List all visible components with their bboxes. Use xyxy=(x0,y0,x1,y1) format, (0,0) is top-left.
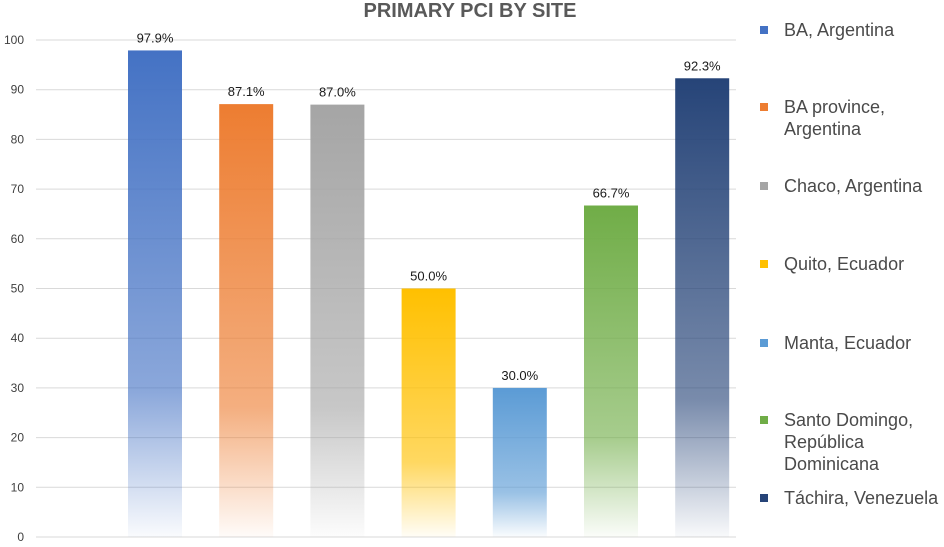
y-tick-label: 0 xyxy=(17,530,24,544)
y-tick-label: 20 xyxy=(11,431,25,445)
bar xyxy=(584,205,638,537)
y-tick-label: 30 xyxy=(11,381,25,395)
data-label: 66.7% xyxy=(593,186,630,201)
legend-swatch xyxy=(760,26,768,34)
bar xyxy=(401,288,456,537)
y-tick-label: 100 xyxy=(4,33,24,47)
legend-label: Táchira, Venezuela xyxy=(784,488,939,508)
legend-label: Dominicana xyxy=(784,454,880,474)
data-label: 97.9% xyxy=(137,30,174,45)
y-tick-label: 10 xyxy=(11,480,25,494)
bar xyxy=(492,387,547,537)
legend-label: BA, Argentina xyxy=(784,20,895,40)
bar xyxy=(219,104,274,537)
y-tick-label: 90 xyxy=(11,83,25,97)
data-label: 30.0% xyxy=(501,368,538,383)
legend-label: República xyxy=(784,432,865,452)
legend-swatch xyxy=(760,339,768,347)
data-labels: 97.9% 87.1% 87.0% 50.0% 30.0% 66.7% 92.3% xyxy=(137,30,722,382)
legend-label: Quito, Ecuador xyxy=(784,254,904,274)
y-tick-label: 80 xyxy=(11,132,25,146)
bars xyxy=(128,50,730,538)
legend-swatch xyxy=(760,416,768,424)
data-label: 87.1% xyxy=(228,84,265,99)
legend-label: Chaco, Argentina xyxy=(784,176,923,196)
y-tick-label: 70 xyxy=(11,182,25,196)
data-label: 50.0% xyxy=(410,269,447,284)
y-tick-label: 60 xyxy=(11,232,25,246)
legend-swatch xyxy=(760,182,768,190)
legend-label: Argentina xyxy=(784,119,862,139)
data-label: 92.3% xyxy=(684,58,721,73)
y-axis-ticks: 0 10 20 30 40 50 60 70 80 90 100 xyxy=(4,33,24,544)
legend-label: Santo Domingo, xyxy=(784,410,913,430)
y-tick-label: 50 xyxy=(11,282,25,296)
legend: BA, Argentina BA province,Argentina Chaco,… xyxy=(760,20,939,508)
data-label: 87.0% xyxy=(319,85,356,100)
bar xyxy=(310,104,365,538)
chart-title: PRIMARY PCI BY SITE xyxy=(363,0,576,22)
legend-swatch xyxy=(760,103,768,111)
legend-swatch xyxy=(760,260,768,268)
y-tick-label: 40 xyxy=(11,331,25,345)
legend-swatch xyxy=(760,494,768,502)
bar xyxy=(675,78,730,538)
bar xyxy=(128,50,182,537)
legend-label: Manta, Ecuador xyxy=(784,333,911,353)
legend-label: BA province, xyxy=(784,97,885,117)
